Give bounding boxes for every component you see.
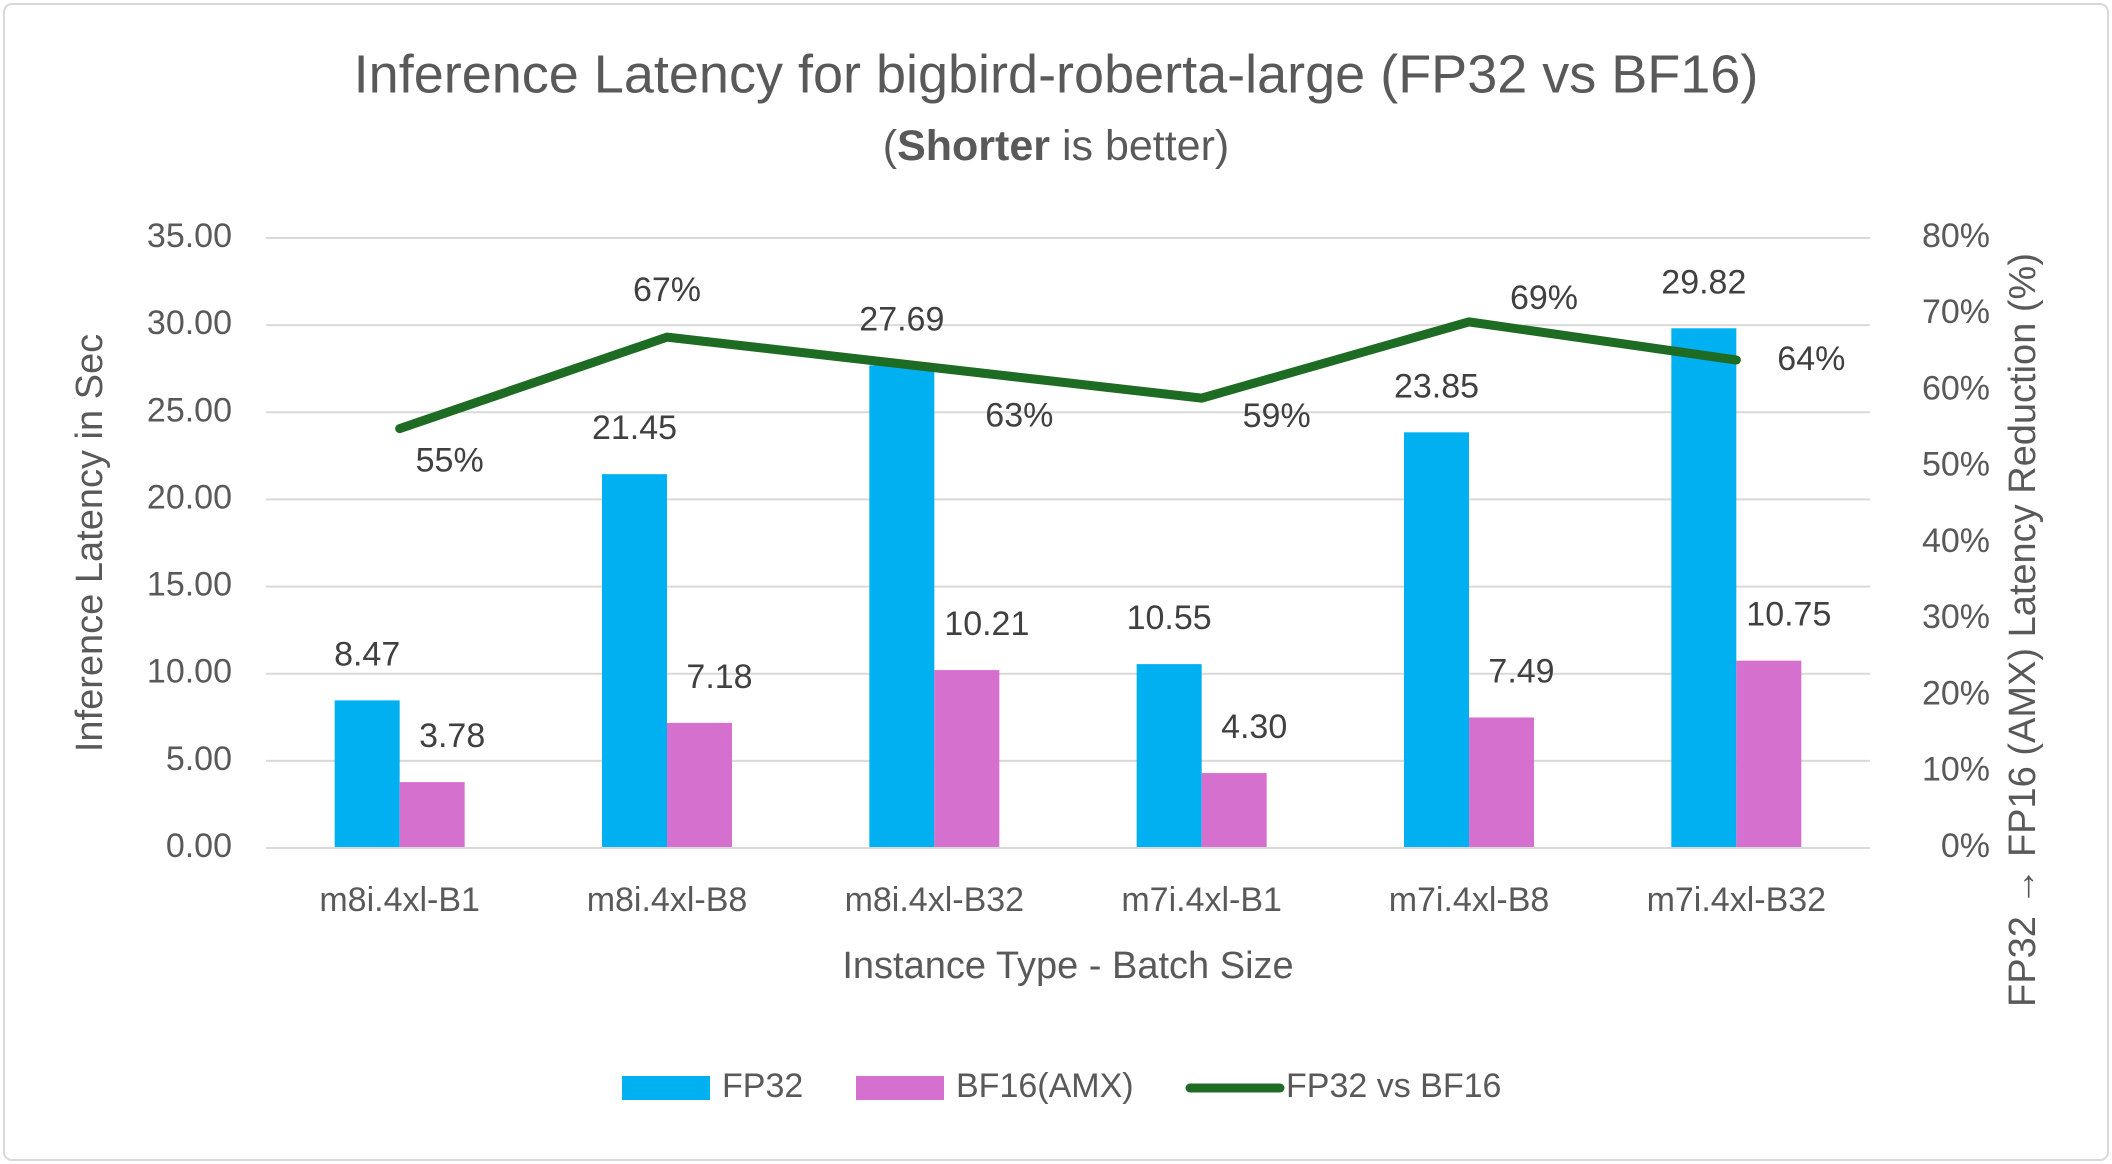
bar <box>1736 660 1802 848</box>
y-tick-label: 35.00 <box>147 217 232 255</box>
x-axis-title: Instance Type - Batch Size <box>842 945 1293 987</box>
y2-tick-label: 60% <box>1922 369 1990 407</box>
data-label: 29.82 <box>1661 263 1746 301</box>
x-tick-label: m8i.4xl-B8 <box>587 881 748 919</box>
chart-subtitle: (Shorter is better) <box>883 122 1229 170</box>
bar <box>1469 717 1534 848</box>
data-label: 55% <box>416 442 484 480</box>
legend-swatch <box>622 1076 710 1100</box>
data-label: 63% <box>985 397 1053 435</box>
chart-border <box>3 3 2109 1161</box>
y2-tick-label: 80% <box>1922 217 1990 255</box>
x-tick-label: m8i.4xl-B1 <box>319 881 480 919</box>
bar <box>869 365 935 848</box>
y-tick-label: 10.00 <box>147 653 232 691</box>
data-label: 8.47 <box>334 635 400 673</box>
data-label: 7.18 <box>686 658 752 696</box>
y-tick-label: 20.00 <box>147 478 232 516</box>
data-label: 21.45 <box>592 409 677 447</box>
chart-title: Inference Latency for bigbird-roberta-la… <box>354 44 1759 104</box>
x-tick-label: m7i.4xl-B1 <box>1121 881 1282 919</box>
x-tick-label: m7i.4xl-B32 <box>1647 881 1827 919</box>
data-label: 69% <box>1510 279 1578 317</box>
y2-tick-label: 10% <box>1922 751 1990 789</box>
y-tick-label: 25.00 <box>147 391 232 429</box>
legend-swatch <box>856 1076 944 1100</box>
y2-tick-label: 30% <box>1922 598 1990 636</box>
bar <box>1201 773 1267 848</box>
subtitle-part: ( <box>883 122 898 170</box>
bar <box>334 700 400 848</box>
subtitle-part: Shorter <box>897 122 1050 170</box>
y2-tick-label: 0% <box>1941 827 1990 865</box>
bar <box>667 722 732 848</box>
y-tick-label: 15.00 <box>147 566 232 604</box>
y2-tick-label: 20% <box>1922 674 1990 712</box>
y2-tick-label: 70% <box>1922 293 1990 331</box>
data-label: 64% <box>1777 340 1845 378</box>
bar <box>1136 664 1202 848</box>
line <box>395 317 1741 434</box>
y-tick-label: 0.00 <box>166 827 232 865</box>
legend-label: BF16(AMX) <box>956 1067 1134 1105</box>
bar <box>1671 328 1737 848</box>
x-tick-label: m8i.4xl-B32 <box>845 881 1025 919</box>
y-tick-label: 5.00 <box>166 740 232 778</box>
legend-label: FP32 <box>722 1067 803 1105</box>
x-tick-label: m7i.4xl-B8 <box>1389 881 1550 919</box>
subtitle-part: is better) <box>1050 122 1229 170</box>
data-label: 10.75 <box>1746 596 1831 634</box>
data-label: 10.55 <box>1127 599 1212 637</box>
y-tick-label: 30.00 <box>147 304 232 342</box>
bar <box>602 474 667 848</box>
data-label: 23.85 <box>1394 367 1479 405</box>
data-label: 10.21 <box>944 605 1029 643</box>
legend-label: FP32 vs BF16 <box>1286 1067 1501 1105</box>
data-label: 27.69 <box>859 300 944 338</box>
data-label: 3.78 <box>419 717 485 755</box>
data-label: 67% <box>633 271 701 309</box>
data-label: 7.49 <box>1488 652 1554 690</box>
y2-axis-title: FP32 → FP16 (AMX) Latency Reduction (%) <box>2002 253 2044 1007</box>
y-axis-title: Inference Latency in Sec <box>69 334 111 752</box>
data-label: 4.30 <box>1221 708 1287 746</box>
bar <box>399 782 465 848</box>
y2-tick-label: 50% <box>1922 446 1990 484</box>
bar <box>1404 432 1469 848</box>
y2-tick-label: 40% <box>1922 522 1990 560</box>
data-label: 59% <box>1243 397 1311 435</box>
bar <box>934 670 1000 848</box>
